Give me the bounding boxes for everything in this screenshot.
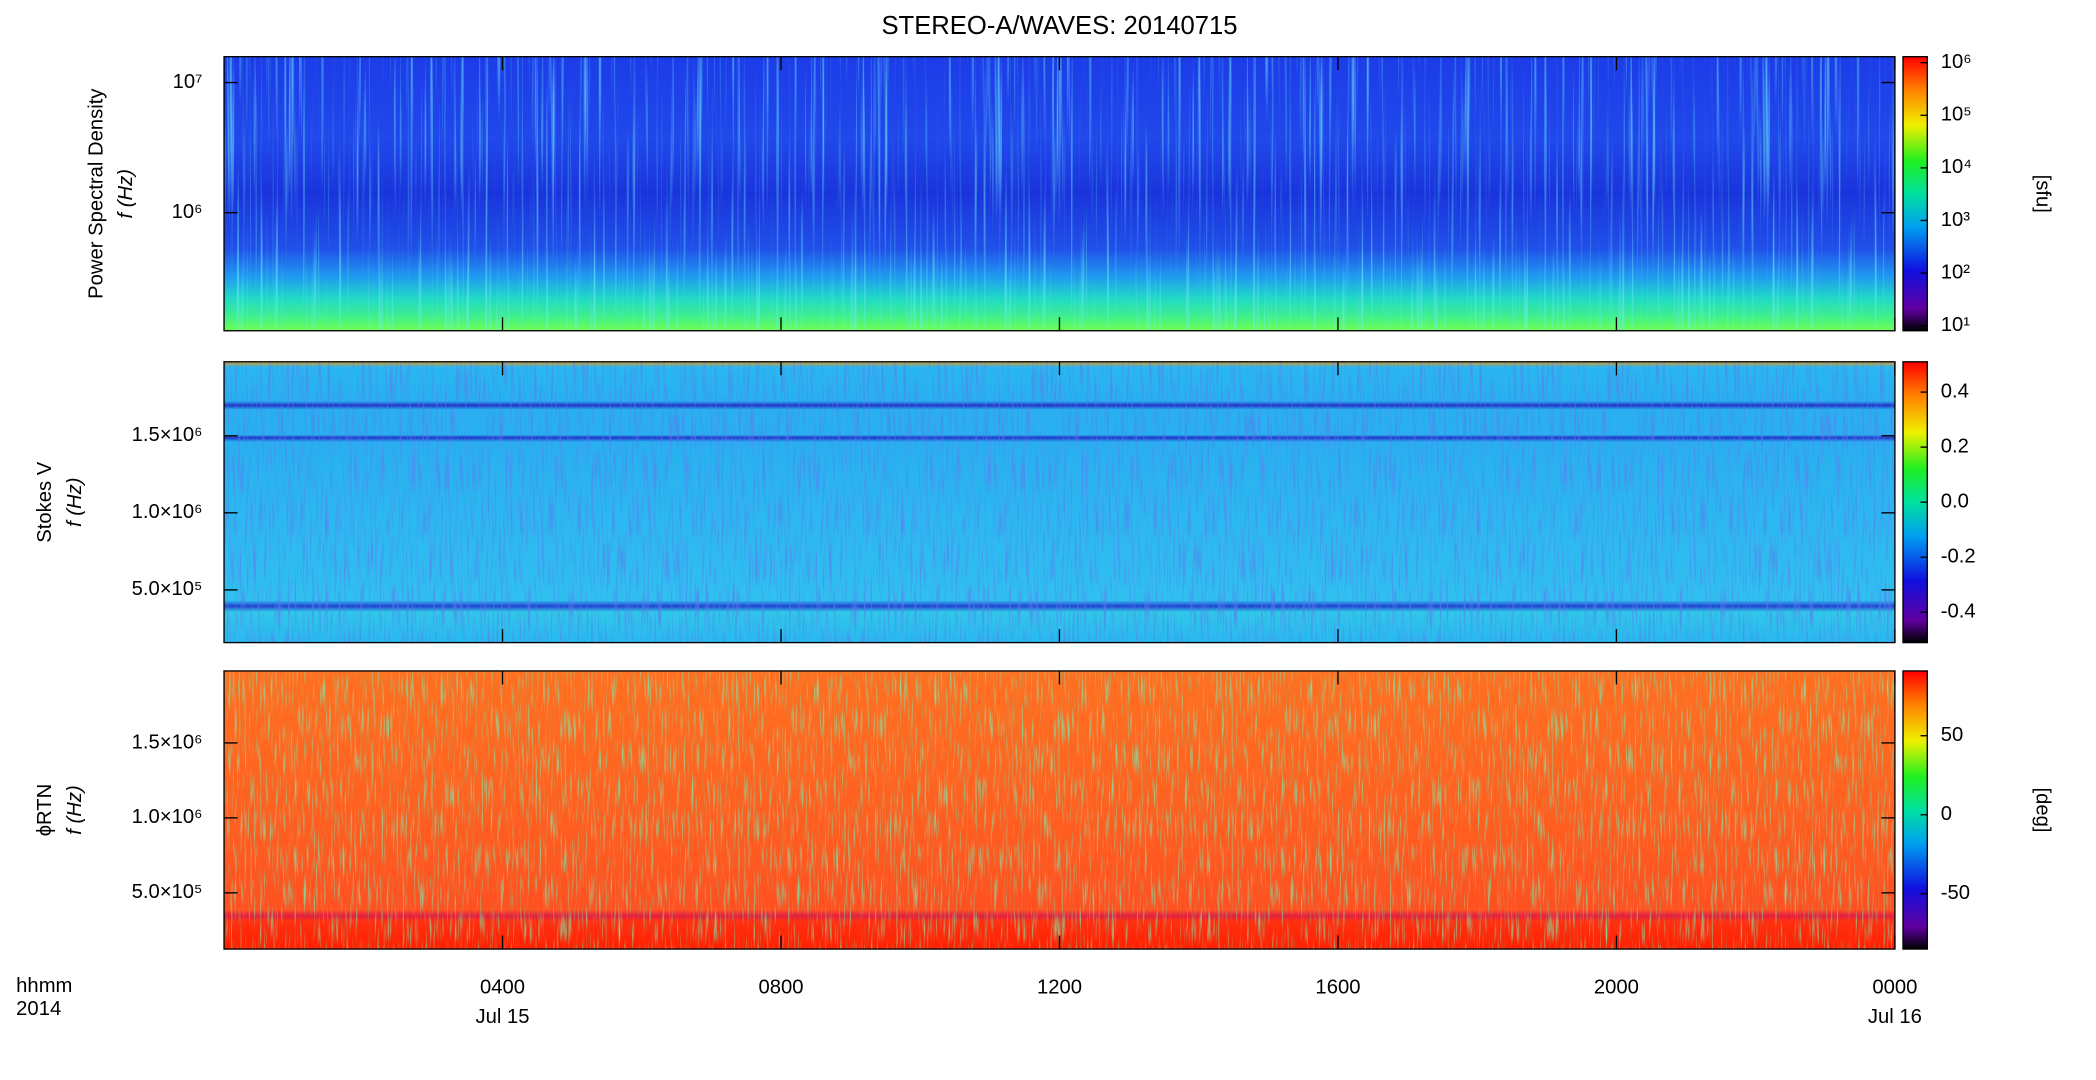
spectrogram-texture — [224, 56, 1895, 331]
y-axis-label: Power Spectral Density — [86, 88, 108, 299]
x-tick-label: 0400 — [480, 977, 525, 999]
colorbar-tick-label: 10¹ — [1941, 314, 1971, 336]
x-date-label: Jul 15 — [476, 1006, 530, 1028]
x-tick-label: 0000 — [1872, 977, 1917, 999]
spectrogram-texture — [224, 670, 1895, 950]
colorbar-tick-label: 10³ — [1941, 209, 1971, 231]
x-tick-label: 0800 — [758, 977, 803, 999]
x-date-label: Jul 16 — [1868, 1006, 1922, 1028]
colorbar-tick-label: 10⁵ — [1941, 104, 1972, 126]
x-tick-label: 1600 — [1315, 977, 1360, 999]
x-header-label: hhmm — [16, 975, 72, 997]
y-axis-label: Stokes V — [34, 461, 56, 542]
y-axis-label: f (Hz) — [115, 169, 137, 218]
x-tick-label: 1200 — [1037, 977, 1082, 999]
colorbar-label: [sfu] — [2032, 175, 2054, 213]
y-axis-label: f (Hz) — [64, 785, 86, 834]
colorbar-tick-label: -0.4 — [1941, 601, 1976, 623]
y-axis-label: ϕRTN — [34, 784, 56, 837]
colorbar-tick-label: 10⁶ — [1941, 51, 1972, 73]
colorbar-tick-label: 0.2 — [1941, 435, 1969, 457]
colorbar-tick-label: 10⁴ — [1941, 156, 1972, 178]
y-tick-label: 10⁶ — [172, 201, 203, 223]
x-tick-label: 2000 — [1594, 977, 1639, 999]
colorbar-label: [deg] — [2032, 787, 2054, 832]
colorbar-tick-label: 50 — [1941, 724, 1964, 746]
spectrogram-texture — [224, 361, 1895, 643]
colorbar — [1902, 56, 1928, 332]
colorbar-tick-label: 0.0 — [1941, 491, 1969, 513]
colorbar — [1902, 670, 1928, 950]
y-tick-label: 1.0×10⁶ — [132, 501, 203, 523]
y-axis-label: f (Hz) — [64, 477, 86, 526]
y-tick-label: 1.0×10⁶ — [132, 806, 203, 828]
colorbar-tick-label: 10² — [1941, 261, 1971, 283]
colorbar-tick-label: -50 — [1941, 882, 1970, 904]
x-header-label: 2014 — [16, 998, 61, 1020]
colorbar-tick-label: 0.4 — [1941, 380, 1969, 402]
colorbar-tick-label: 0 — [1941, 803, 1952, 825]
chart-title: STEREO-A/WAVES: 20140715 — [881, 12, 1237, 40]
y-tick-label: 5.0×10⁵ — [132, 881, 203, 903]
y-tick-label: 1.5×10⁶ — [132, 731, 203, 753]
y-tick-label: 10⁷ — [173, 71, 203, 93]
colorbar-tick-label: -0.2 — [1941, 546, 1976, 568]
y-tick-label: 1.5×10⁶ — [132, 424, 203, 446]
y-tick-label: 5.0×10⁵ — [132, 578, 203, 600]
